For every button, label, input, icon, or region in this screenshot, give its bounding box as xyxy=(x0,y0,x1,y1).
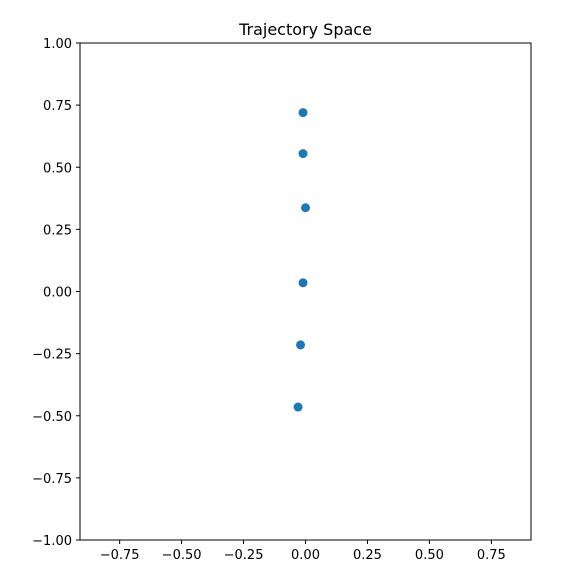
data-point xyxy=(298,278,308,288)
x-tick-label: 0.25 xyxy=(353,548,382,563)
x-tick-label: −0.75 xyxy=(100,548,140,563)
x-tick-label: 0.75 xyxy=(477,548,506,563)
x-tick-label: 0.00 xyxy=(291,548,320,563)
x-tick-label: −0.50 xyxy=(162,548,202,563)
data-point xyxy=(298,108,308,118)
y-tick-label: 0.25 xyxy=(43,223,72,238)
y-tick-label: 0.75 xyxy=(43,99,72,114)
data-point xyxy=(298,149,308,159)
y-tick-label: 1.00 xyxy=(43,37,72,52)
y-tick-label: 0.00 xyxy=(43,286,72,301)
data-points xyxy=(293,108,310,412)
data-point xyxy=(293,402,303,412)
y-tick-label: −0.50 xyxy=(32,410,72,425)
x-tick-label: 0.50 xyxy=(415,548,444,563)
y-tick-label: −0.75 xyxy=(32,472,72,487)
plot-frame xyxy=(79,42,532,541)
y-tick-label: −0.25 xyxy=(32,348,72,363)
x-tick-label: −0.25 xyxy=(224,548,264,563)
axes: −0.75 −0.50 −0.25 0.00 0.25 0.50 0.75 −1.00 −0.7… xyxy=(32,37,532,563)
data-point xyxy=(301,203,310,213)
y-tick-label: −1.00 xyxy=(32,534,72,549)
data-point xyxy=(296,340,306,350)
chart-title: Trajectory Space xyxy=(238,20,372,39)
y-tick-label: 0.50 xyxy=(43,161,72,176)
